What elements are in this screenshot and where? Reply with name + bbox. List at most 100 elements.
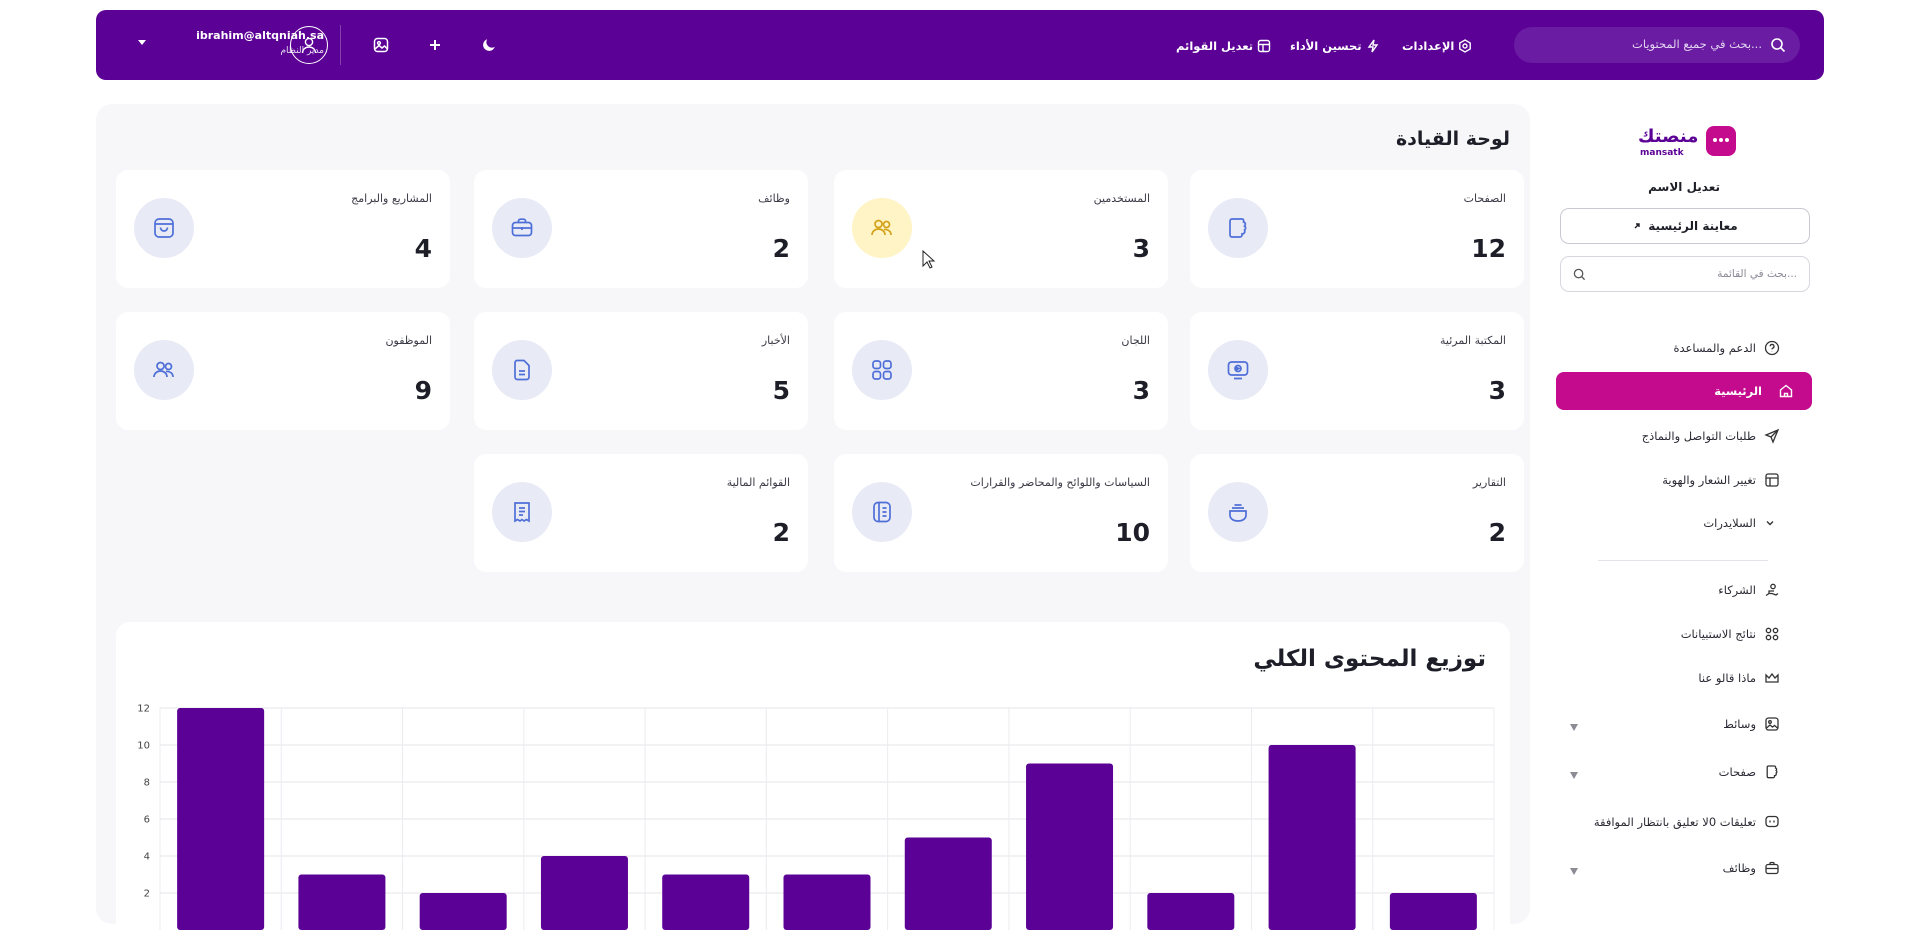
card-value: 12 bbox=[1471, 234, 1506, 263]
sidebar-item-branding[interactable]: تغيير الشعار والهوية bbox=[1662, 472, 1780, 488]
shopping-bag-icon bbox=[134, 198, 194, 258]
send-icon bbox=[1764, 428, 1780, 444]
stat-card-news[interactable]: الأخبار 5 bbox=[474, 312, 808, 430]
y-tick-label: 8 bbox=[144, 778, 150, 789]
card-label: المشاريع والبرامج bbox=[351, 192, 432, 205]
media-expand-icon[interactable] bbox=[1570, 724, 1578, 731]
logo-text: منصتك bbox=[1638, 126, 1699, 147]
help-icon bbox=[1764, 340, 1780, 356]
card-label: المكتبة المرئية bbox=[1440, 334, 1506, 347]
card-label: السياسات واللوائح والمحاضر والقرارات bbox=[970, 476, 1150, 489]
survey-icon bbox=[1765, 627, 1779, 641]
mouse-cursor-icon bbox=[922, 250, 936, 269]
settings-link[interactable]: الإعدادات bbox=[1402, 37, 1472, 55]
logo-chat-icon bbox=[1706, 126, 1736, 156]
comment-icon bbox=[1765, 815, 1779, 828]
card-label: الموظفون bbox=[385, 334, 432, 347]
sidebar-item-media[interactable]: وسائط bbox=[1723, 716, 1780, 732]
sidebar-item-label: نتائج الاستبيانات bbox=[1680, 627, 1756, 641]
sidebar-item-sliders[interactable]: السلايدرات bbox=[1703, 516, 1776, 530]
news-icon bbox=[492, 340, 552, 400]
chart-bar bbox=[177, 708, 265, 930]
card-value: 3 bbox=[1488, 376, 1506, 405]
external-link-icon bbox=[1634, 223, 1640, 229]
sidebar-divider bbox=[1598, 560, 1768, 561]
stat-card-pages[interactable]: الصفحات 12 bbox=[1190, 170, 1524, 288]
sidebar-item-label: تغيير الشعار والهوية bbox=[1662, 473, 1756, 487]
performance-link[interactable]: تحسين الأداء bbox=[1290, 37, 1380, 55]
card-label: التقارير bbox=[1472, 476, 1506, 489]
site-name[interactable]: تعديل الاسم bbox=[1648, 180, 1720, 194]
site-logo[interactable]: منصتك mansatk bbox=[1638, 126, 1738, 166]
menu-search-placeholder: بحث في القائمة... bbox=[1717, 268, 1797, 280]
stat-card-employees[interactable]: الموظفون 9 bbox=[116, 312, 450, 430]
stat-card-reports[interactable]: التقارير 2 bbox=[1190, 454, 1524, 572]
top-navbar: ibrahim@altqniah.sa مدير النظام تعديل ال… bbox=[96, 10, 1824, 80]
sidebar-item-home[interactable]: الرئيسية bbox=[1556, 372, 1812, 410]
global-search-input[interactable]: بحث في جميع المحتويات... bbox=[1514, 27, 1800, 63]
home-icon bbox=[1779, 384, 1793, 398]
stat-card-video-library[interactable]: المكتبة المرئية 3 bbox=[1190, 312, 1524, 430]
card-label: اللجان bbox=[1121, 334, 1150, 347]
sidebar-item-label: وسائط bbox=[1723, 717, 1756, 731]
sidebar-item-label: السلايدرات bbox=[1703, 516, 1756, 530]
card-value: 3 bbox=[1132, 234, 1150, 263]
pages-icon bbox=[1766, 765, 1778, 779]
sidebar-item-survey-results[interactable]: نتائج الاستبيانات bbox=[1681, 626, 1780, 642]
performance-label: تحسين الأداء bbox=[1290, 39, 1362, 53]
sidebar-item-partners[interactable]: الشركاء bbox=[1718, 582, 1780, 598]
y-tick-label: 10 bbox=[137, 741, 150, 752]
card-value: 2 bbox=[1488, 518, 1506, 547]
edit-lists-link[interactable]: تعديل القوائم bbox=[1176, 37, 1271, 55]
sidebar-item-label: طلبات التواصل والنماذج bbox=[1641, 429, 1756, 443]
plus-icon[interactable] bbox=[426, 36, 444, 54]
card-value: 10 bbox=[1115, 518, 1150, 547]
stat-card-projects[interactable]: المشاريع والبرامج 4 bbox=[116, 170, 450, 288]
preview-home-button[interactable]: معاينة الرئيسية bbox=[1560, 208, 1810, 244]
sidebar-item-contact-requests[interactable]: طلبات التواصل والنماذج bbox=[1642, 428, 1780, 444]
policies-icon bbox=[852, 482, 912, 542]
sidebar-item-label: وظائف bbox=[1722, 861, 1756, 875]
content-distribution-chart: توزيع المحتوى الكلي 12 10 8 6 4 2 bbox=[116, 622, 1510, 942]
stat-card-jobs[interactable]: وظائف 2 bbox=[474, 170, 808, 288]
jobs-expand-icon[interactable] bbox=[1570, 868, 1578, 875]
topbar-divider bbox=[340, 25, 341, 65]
sidebar-item-testimonials[interactable]: ماذا قالو عنا bbox=[1698, 670, 1780, 686]
y-tick-label: 2 bbox=[144, 889, 150, 900]
pages-icon bbox=[1208, 198, 1268, 258]
chart-bar bbox=[783, 874, 871, 930]
chart-bar bbox=[1147, 893, 1235, 930]
sidebar-item-comments[interactable]: تعليقات 0لا تعليق بانتظار الموافقة bbox=[1594, 814, 1780, 830]
search-icon bbox=[1771, 38, 1786, 53]
users-icon bbox=[852, 198, 912, 258]
chart-bar bbox=[1268, 745, 1356, 930]
dashboard-panel: لوحة القيادة الصفحات 12 المستخدمين 3 وظا… bbox=[96, 104, 1530, 942]
sidebar-item-label: ماذا قالو عنا bbox=[1698, 671, 1756, 685]
stat-card-financial-lists[interactable]: القوائم المالية 2 bbox=[474, 454, 808, 572]
sidebar-item-pages[interactable]: صفحات bbox=[1719, 764, 1780, 780]
stat-card-users[interactable]: المستخدمين 3 bbox=[834, 170, 1168, 288]
card-label: وظائف bbox=[758, 192, 790, 205]
card-value: 9 bbox=[414, 376, 432, 405]
image-icon[interactable] bbox=[372, 36, 390, 54]
stat-card-committees[interactable]: اللجان 3 bbox=[834, 312, 1168, 430]
card-value: 4 bbox=[414, 234, 432, 263]
sidebar-item-help[interactable]: الدعم والمساعدة bbox=[1674, 340, 1781, 356]
settings-icon bbox=[1459, 39, 1472, 53]
card-value: 2 bbox=[772, 518, 790, 547]
video-library-icon bbox=[1208, 340, 1268, 400]
card-label: القوائم المالية bbox=[726, 476, 790, 489]
settings-label: الإعدادات bbox=[1402, 39, 1455, 53]
user-menu-caret-icon[interactable] bbox=[138, 40, 146, 45]
pages-expand-icon[interactable] bbox=[1570, 772, 1578, 779]
chart-bar bbox=[1026, 763, 1114, 930]
stat-card-policies[interactable]: السياسات واللوائح والمحاضر والقرارات 10 bbox=[834, 454, 1168, 572]
y-tick-label: 6 bbox=[144, 815, 150, 826]
card-value: 3 bbox=[1132, 376, 1150, 405]
dark-mode-moon-icon[interactable] bbox=[480, 36, 498, 54]
avatar[interactable] bbox=[290, 26, 328, 64]
menu-search-input[interactable]: بحث في القائمة... bbox=[1560, 256, 1810, 292]
sidebar-item-label: الشركاء bbox=[1718, 583, 1756, 597]
sidebar-item-jobs[interactable]: وظائف bbox=[1723, 860, 1780, 876]
sidebar: منصتك mansatk تعديل الاسم معاينة الرئيسي… bbox=[1548, 104, 1820, 924]
